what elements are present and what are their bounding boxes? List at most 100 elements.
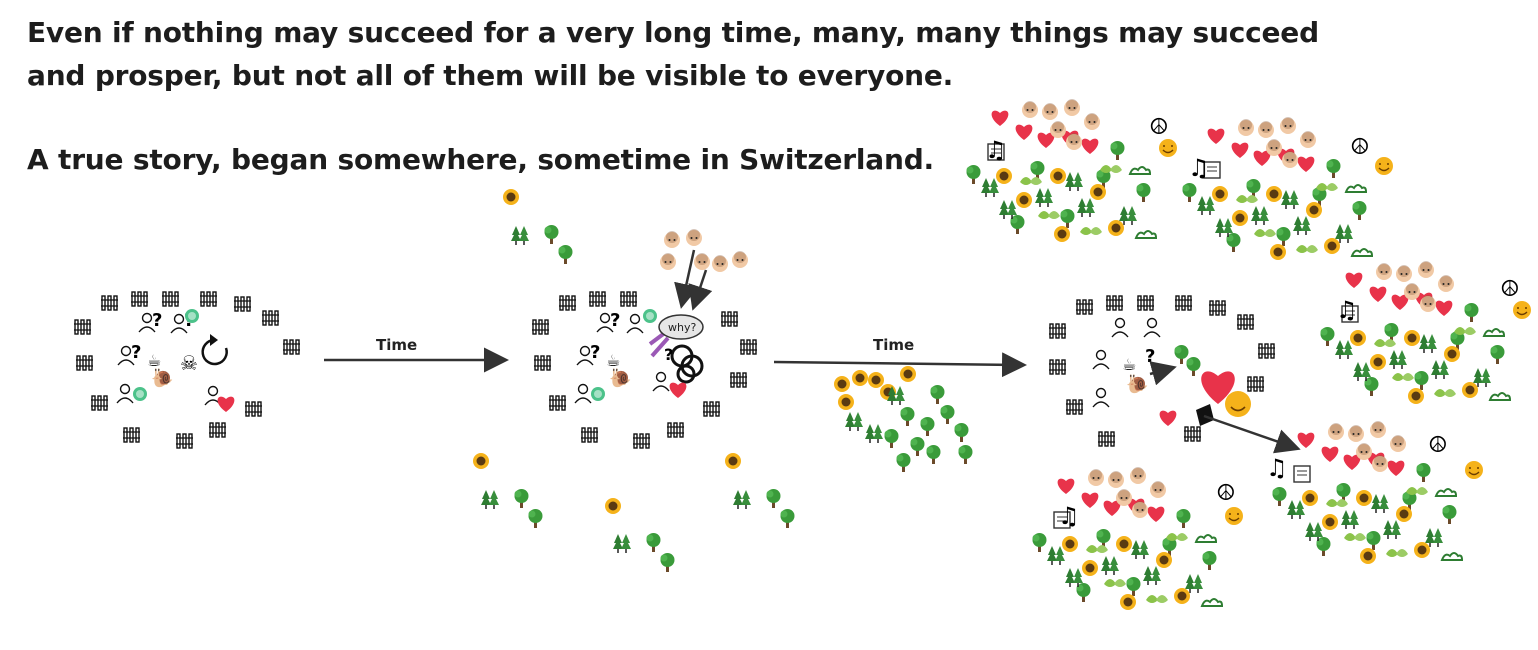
fence-icon [632, 433, 651, 449]
fence-icon [558, 295, 577, 311]
tree-icon [884, 429, 899, 448]
peace-icon: ☮ [1149, 115, 1169, 140]
fence-icon [531, 319, 550, 335]
music-note-icon: ♫ [1188, 154, 1210, 182]
chat-icon [591, 387, 605, 401]
fence-icon [208, 422, 227, 438]
fence-icon [100, 295, 119, 311]
tree-icon [926, 445, 941, 464]
forest-icon [510, 225, 530, 246]
fence-icon [1105, 295, 1124, 311]
fence-icon [1136, 295, 1155, 311]
fence-icon [1097, 431, 1116, 447]
tree-icon [920, 417, 935, 436]
coffee-icon: ☕ [606, 351, 620, 370]
tree-icon [930, 385, 945, 404]
forest-icon [480, 489, 500, 510]
forest-icon [844, 411, 864, 432]
fence-icon [130, 291, 149, 307]
flourishing-community-5: ☮ ♫ [1033, 467, 1244, 610]
forest-icon [732, 489, 752, 510]
music-note-icon: ♫ [985, 136, 1007, 164]
tree-icon [766, 489, 781, 508]
person-icon [1111, 317, 1129, 338]
flourishing-cluster [1033, 467, 1244, 610]
tree-icon [528, 509, 543, 528]
fence-icon [1236, 314, 1255, 330]
tree-icon [958, 445, 973, 464]
music-note-icon: ♫ [1058, 502, 1080, 530]
heart-icon [217, 396, 235, 412]
sunflower-icon [900, 366, 916, 382]
cycle-icon [201, 338, 228, 366]
tree-icon [940, 405, 955, 424]
fence-icon [161, 291, 180, 307]
forest-icon [612, 533, 632, 554]
sunflower-icon [838, 394, 854, 410]
fence-icon [1075, 299, 1094, 315]
flourishing-community-1: ☮ ♫ [967, 99, 1178, 242]
tree-icon [896, 453, 911, 472]
fence-icon [588, 291, 607, 307]
music-note-icon: ♫ [1336, 296, 1358, 324]
fence-icon [533, 355, 552, 371]
coffee-icon: ☕ [147, 351, 161, 370]
fence-icon [1257, 343, 1276, 359]
fence-icon [75, 355, 94, 371]
heart-icon [669, 382, 687, 398]
turtle-icon: 🐌 [1126, 374, 1148, 395]
time-label-1: Time [376, 336, 417, 354]
person-icon [116, 383, 134, 404]
tree-icon [780, 509, 795, 528]
stage-initial: ? ? ? ☕ 🐌 ☠ [73, 291, 301, 449]
fence-icon [122, 427, 141, 443]
fence-icon [619, 291, 638, 307]
fence-icon [1183, 426, 1202, 442]
fence-icon [720, 311, 739, 327]
fence-icon [282, 339, 301, 355]
peace-icon: ☮ [1350, 135, 1370, 160]
time-label-2: Time [873, 336, 914, 354]
tree-icon [900, 407, 915, 426]
chat-icon [643, 309, 657, 323]
tree-icon [954, 423, 969, 442]
tree-icon [646, 533, 661, 552]
tree-icon [544, 225, 559, 244]
fence-icon [199, 291, 218, 307]
forest-icon [864, 423, 884, 444]
fence-icon [548, 395, 567, 411]
fence-icon [739, 339, 758, 355]
fence-icon [90, 395, 109, 411]
music-note-icon: ♫ [1266, 454, 1288, 482]
peace-icon: ☮ [1216, 481, 1236, 506]
time-arrow-2: Time [773, 336, 1027, 378]
question-mark-icon: ? [590, 342, 600, 363]
question-mark-icon: ? [131, 342, 141, 363]
face-avatar-icon [686, 229, 702, 246]
sunflower-icon [473, 453, 489, 469]
peace-icon: ☮ [1428, 433, 1448, 458]
sunflower-icon [852, 370, 868, 386]
flourishing-cluster [1273, 421, 1484, 564]
headline-story: A true story, began somewhere, sometime … [27, 138, 934, 181]
flourishing-community-2: ☮ ♫ [1183, 117, 1394, 260]
face-avatar-icon [712, 255, 728, 272]
fence-icon [1208, 300, 1227, 316]
sunflower-icon [868, 372, 884, 388]
fence-icon [1048, 323, 1067, 339]
tree-icon [1174, 345, 1189, 364]
flourishing-community-4: ☮ ♫ [1266, 421, 1483, 564]
tree-icon [910, 437, 925, 456]
growing-grove [834, 366, 973, 472]
tree-icon [660, 553, 675, 572]
why-text: why? [668, 321, 696, 334]
chat-icon [185, 309, 199, 323]
fence-icon [1065, 399, 1084, 415]
question-mark-icon: ? [152, 310, 162, 331]
headline-line-1: Even if nothing may succeed for a very l… [27, 16, 1319, 49]
person-icon [574, 383, 592, 404]
fence-icon [233, 296, 252, 312]
coffee-icon: ☕ [1122, 355, 1136, 374]
fence-icon [1174, 295, 1193, 311]
person-icon [626, 313, 644, 334]
